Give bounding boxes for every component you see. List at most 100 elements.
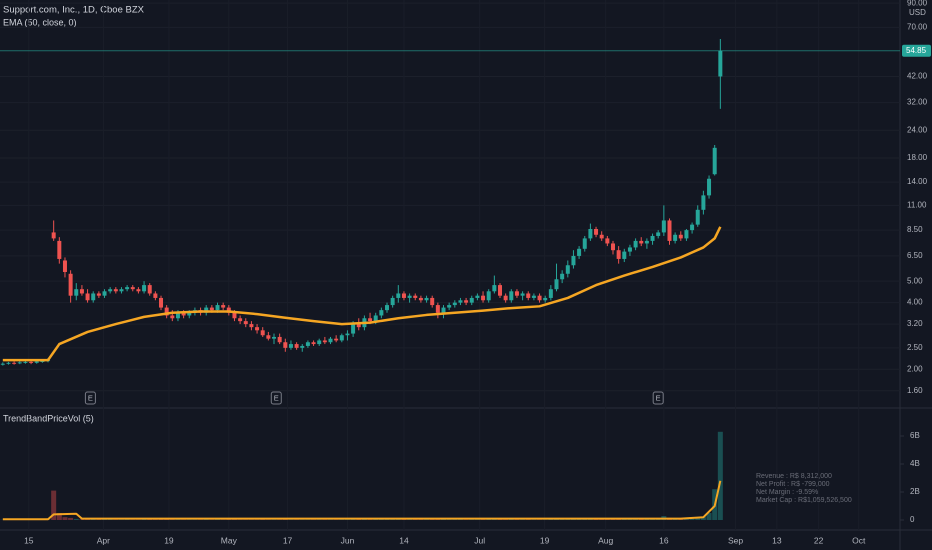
earnings-marker [270,391,282,405]
candle-body [396,293,401,298]
candle-body [577,248,582,256]
candle-body [656,232,661,236]
candle-body [673,234,678,241]
candle-body [695,209,700,225]
candle-body [661,220,666,233]
volume-bar [378,519,384,520]
candle-body [418,297,423,301]
fundamentals-info: Net Profit : R$ -799,000 [756,481,830,488]
candle-body [424,297,429,301]
y-tick-label: 6.50 [907,251,923,260]
candle-body [430,297,435,306]
y-tick-label: 42.00 [907,72,928,81]
y-tick-label: 18.00 [907,153,928,162]
candle-body [102,291,107,296]
y-tick-label: 11.00 [907,200,927,209]
candle-body [119,289,124,292]
candle-body [492,285,497,292]
x-tick-label: 19 [540,535,550,545]
candle-body [537,295,542,301]
fundamentals-info: Market Cap : R$1,059,526,500 [756,497,852,504]
volume-bar [441,519,447,520]
candle-body [543,297,548,301]
volume-tick-label: 2B [910,487,920,496]
volume-bar [717,431,723,520]
candle-body [509,291,514,301]
candle-body [51,232,56,239]
volume-bar [62,517,68,520]
last-price-label: 54.85 [906,46,927,55]
candle-body [96,293,101,296]
x-tick-label: 19 [164,535,174,545]
candle-body [565,265,570,274]
candle-body [678,234,683,239]
volume-bar [621,519,627,520]
candle-body [610,243,615,251]
candle-body [616,250,621,259]
candle-body [40,361,45,363]
candle-body [627,247,632,252]
x-tick-label: Jul [474,535,485,545]
candle-body [85,293,90,301]
candle-body [238,318,243,322]
volume-bar [638,519,644,520]
volume-bar [356,519,362,520]
candle-body [300,345,305,348]
candle-body [334,338,339,341]
candle-body [204,307,209,313]
candle-body [175,312,180,319]
volume-bar [604,519,610,520]
y-tick-label: 32.00 [907,98,928,107]
candle-body [486,291,491,301]
candle-body [305,342,310,346]
volume-bar [401,519,407,520]
x-tick-label: 14 [399,535,409,545]
volume-bar [497,519,503,520]
y-tick-label: 1.60 [907,386,923,395]
earnings-marker [84,391,96,405]
candle-body [79,289,84,294]
candle-body [464,300,469,303]
trend-band-line [2,480,722,521]
ema-line [2,226,722,362]
volume-bar [429,519,435,520]
candle-body [622,251,627,259]
y-tick-label: 5.00 [907,276,923,285]
candle-body [356,324,361,328]
candle-body [108,289,113,292]
fundamentals-info: Net Margin : -9.59% [756,489,818,496]
volume-bar [633,519,639,520]
candle-body [554,279,559,290]
candle-body [712,147,717,175]
candle-body [249,324,254,328]
volume-bar [164,519,170,520]
candle-body [17,362,22,364]
candle-body [526,293,531,298]
candle-body [266,335,271,339]
x-tick-label: Aug [598,535,613,545]
candle-body [447,305,452,308]
candle-body [277,336,282,343]
volume-tick-label: 6B [910,431,920,440]
candle-body [215,305,220,311]
y-tick-label: 3.20 [907,319,923,328]
volume-bar [158,519,164,520]
candle-body [260,330,265,336]
candle-body [147,285,152,294]
candle-body [667,220,672,241]
candle-body [0,363,5,365]
candle-body [322,340,327,343]
volume-bar [486,519,492,520]
candle-body [571,255,576,266]
volume-bar [79,519,85,520]
candle-body [385,305,390,311]
candle-body [441,307,446,313]
candle-body [345,333,350,336]
volume-bar [644,519,650,520]
candle-body [503,295,508,301]
candle-body [221,305,226,308]
x-tick-label: 22 [814,535,824,545]
candle-body [288,344,293,348]
candle-body [650,235,655,241]
